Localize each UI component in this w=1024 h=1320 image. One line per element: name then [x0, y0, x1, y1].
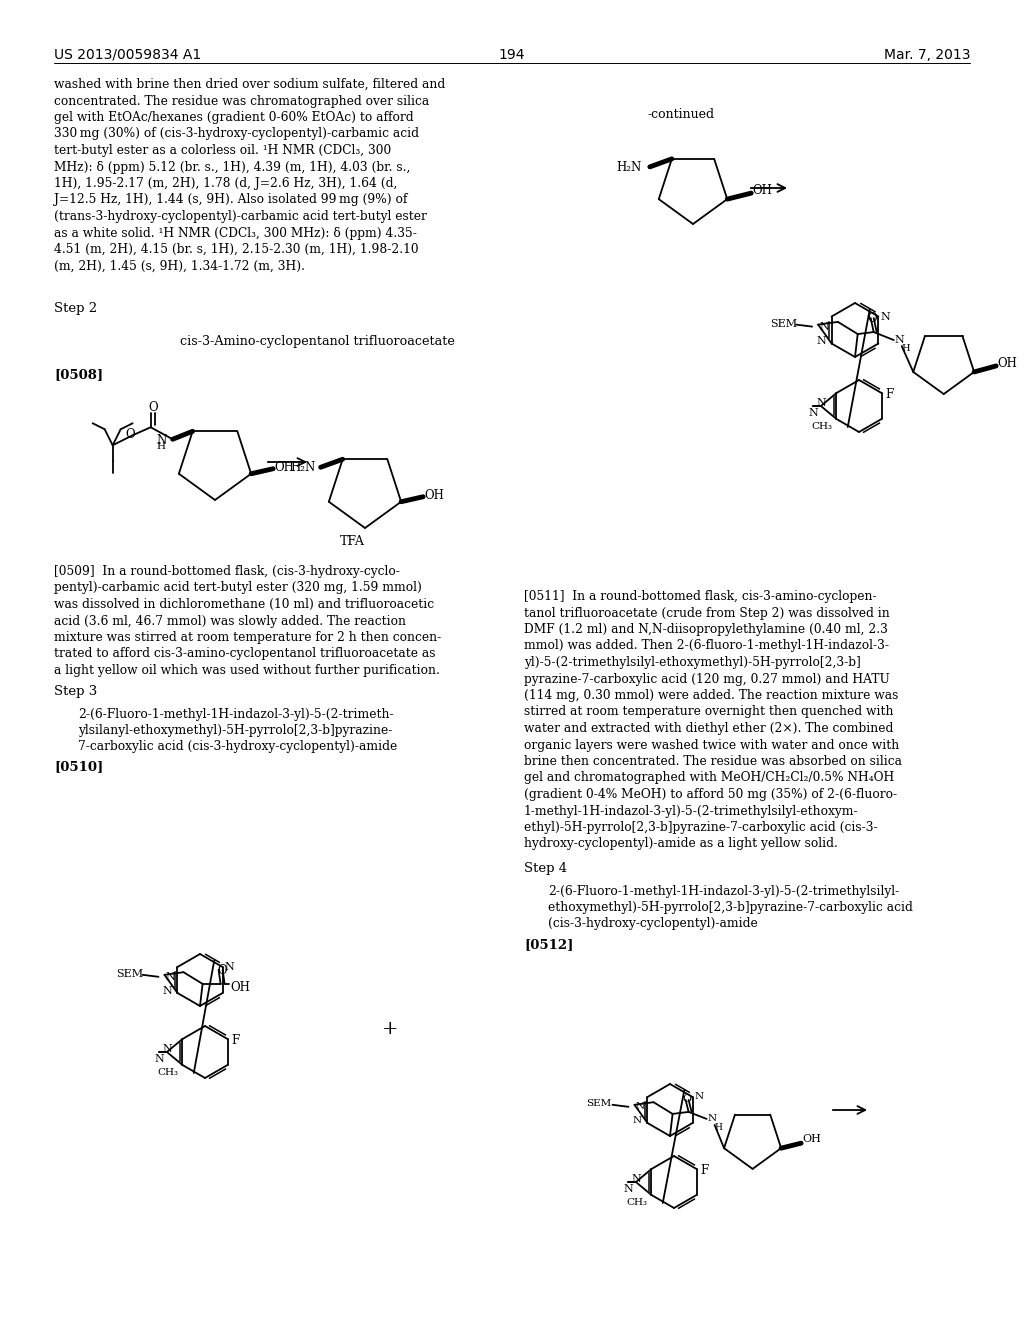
Text: N: N	[817, 399, 826, 408]
Text: +: +	[382, 1020, 398, 1038]
Text: 194: 194	[499, 48, 525, 62]
Text: [0511]  In a round-bottomed flask, cis-3-amino-cyclopen-: [0511] In a round-bottomed flask, cis-3-…	[524, 590, 877, 603]
Text: OH: OH	[753, 183, 772, 197]
Text: 4.51 (m, 2H), 4.15 (br. s, 1H), 2.15-2.30 (m, 1H), 1.98-2.10: 4.51 (m, 2H), 4.15 (br. s, 1H), 2.15-2.3…	[54, 243, 419, 256]
Text: SEM: SEM	[117, 969, 143, 979]
Text: Step 4: Step 4	[524, 862, 567, 875]
Text: ylsilanyl-ethoxymethyl)-5H-pyrrolo[2,3-b]pyrazine-: ylsilanyl-ethoxymethyl)-5H-pyrrolo[2,3-b…	[78, 723, 392, 737]
Text: N: N	[155, 1053, 165, 1064]
Text: organic layers were washed twice with water and once with: organic layers were washed twice with wa…	[524, 738, 899, 751]
Text: water and extracted with diethyl ether (2×). The combined: water and extracted with diethyl ether (…	[524, 722, 893, 735]
Text: washed with brine then dried over sodium sulfate, filtered and: washed with brine then dried over sodium…	[54, 78, 445, 91]
Text: 1-methyl-1H-indazol-3-yl)-5-(2-trimethylsilyl-ethoxym-: 1-methyl-1H-indazol-3-yl)-5-(2-trimethyl…	[524, 804, 859, 817]
Text: yl)-5-(2-trimethylsilyl-ethoxymethyl)-5H-pyrrolo[2,3-b]: yl)-5-(2-trimethylsilyl-ethoxymethyl)-5H…	[524, 656, 861, 669]
Text: H: H	[715, 1123, 723, 1133]
Text: tert-butyl ester as a colorless oil. ¹H NMR (CDCl₃, 300: tert-butyl ester as a colorless oil. ¹H …	[54, 144, 391, 157]
Text: (114 mg, 0.30 mmol) were added. The reaction mixture was: (114 mg, 0.30 mmol) were added. The reac…	[524, 689, 898, 702]
Text: J=12.5 Hz, 1H), 1.44 (s, 9H). Also isolated 99 mg (9%) of: J=12.5 Hz, 1H), 1.44 (s, 9H). Also isola…	[54, 194, 408, 206]
Text: was dissolved in dichloromethane (10 ml) and trifluoroacetic: was dissolved in dichloromethane (10 ml)…	[54, 598, 434, 611]
Text: mixture was stirred at room temperature for 2 h then concen-: mixture was stirred at room temperature …	[54, 631, 441, 644]
Text: O: O	[126, 428, 135, 441]
Text: N: N	[895, 335, 904, 345]
Text: OH: OH	[274, 461, 294, 474]
Text: concentrated. The residue was chromatographed over silica: concentrated. The residue was chromatogr…	[54, 95, 429, 107]
Text: [0512]: [0512]	[524, 939, 573, 950]
Text: brine then concentrated. The residue was absorbed on silica: brine then concentrated. The residue was…	[524, 755, 902, 768]
Text: -continued: -continued	[648, 108, 715, 121]
Text: Mar. 7, 2013: Mar. 7, 2013	[884, 48, 970, 62]
Text: F: F	[231, 1034, 240, 1047]
Text: N: N	[809, 408, 818, 418]
Text: (m, 2H), 1.45 (s, 9H), 1.34-1.72 (m, 3H).: (m, 2H), 1.45 (s, 9H), 1.34-1.72 (m, 3H)…	[54, 260, 305, 272]
Text: CH₃: CH₃	[157, 1068, 178, 1077]
Text: (cis-3-hydroxy-cyclopentyl)-amide: (cis-3-hydroxy-cyclopentyl)-amide	[548, 917, 758, 931]
Text: H: H	[157, 442, 165, 451]
Text: H₂N: H₂N	[291, 461, 316, 474]
Text: SEM: SEM	[587, 1098, 611, 1107]
Text: OH: OH	[997, 356, 1017, 370]
Text: [0508]: [0508]	[54, 368, 103, 381]
Text: N: N	[636, 1102, 645, 1111]
Text: OH: OH	[802, 1134, 821, 1144]
Text: O: O	[148, 401, 159, 414]
Text: N: N	[163, 1044, 173, 1053]
Text: N: N	[708, 1114, 717, 1123]
Text: N: N	[166, 972, 175, 982]
Text: N: N	[624, 1184, 634, 1195]
Text: trated to afford cis-3-amino-cyclopentanol trifluoroacetate as: trated to afford cis-3-amino-cyclopentan…	[54, 648, 435, 660]
Text: CH₃: CH₃	[811, 422, 831, 432]
Text: (trans-3-hydroxy-cyclopentyl)-carbamic acid tert-butyl ester: (trans-3-hydroxy-cyclopentyl)-carbamic a…	[54, 210, 427, 223]
Text: O: O	[867, 312, 877, 325]
Text: acid (3.6 ml, 46.7 mmol) was slowly added. The reaction: acid (3.6 ml, 46.7 mmol) was slowly adde…	[54, 615, 406, 627]
Text: N: N	[816, 337, 826, 346]
Text: ethyl)-5H-pyrrolo[2,3-b]pyrazine-7-carboxylic acid (cis-3-: ethyl)-5H-pyrrolo[2,3-b]pyrazine-7-carbo…	[524, 821, 878, 834]
Text: tanol trifluoroacetate (crude from Step 2) was dissolved in: tanol trifluoroacetate (crude from Step …	[524, 606, 890, 619]
Text: N: N	[633, 1115, 642, 1125]
Text: mmol) was added. Then 2-(6-fluoro-1-methyl-1H-indazol-3-: mmol) was added. Then 2-(6-fluoro-1-meth…	[524, 639, 889, 652]
Text: MHz): δ (ppm) 5.12 (br. s., 1H), 4.39 (m, 1H), 4.03 (br. s.,: MHz): δ (ppm) 5.12 (br. s., 1H), 4.39 (m…	[54, 161, 411, 173]
Text: N: N	[163, 986, 172, 997]
Text: N: N	[632, 1173, 642, 1184]
Text: pentyl)-carbamic acid tert-butyl ester (320 mg, 1.59 mmol): pentyl)-carbamic acid tert-butyl ester (…	[54, 582, 422, 594]
Text: 2-(6-Fluoro-1-methyl-1H-indazol-3-yl)-5-(2-trimeth-: 2-(6-Fluoro-1-methyl-1H-indazol-3-yl)-5-…	[78, 708, 393, 721]
Text: 7-carboxylic acid (cis-3-hydroxy-cyclopentyl)-amide: 7-carboxylic acid (cis-3-hydroxy-cyclope…	[78, 741, 397, 752]
Text: (gradient 0-4% MeOH) to afford 50 mg (35%) of 2-(6-fluoro-: (gradient 0-4% MeOH) to afford 50 mg (35…	[524, 788, 897, 801]
Text: H: H	[902, 345, 910, 352]
Text: O: O	[218, 964, 227, 977]
Text: stirred at room temperature overnight then quenched with: stirred at room temperature overnight th…	[524, 705, 894, 718]
Text: TFA: TFA	[340, 535, 365, 548]
Text: gel and chromatographed with MeOH/CH₂Cl₂/0.5% NH₄OH: gel and chromatographed with MeOH/CH₂Cl₂…	[524, 771, 894, 784]
Text: CH₃: CH₃	[626, 1199, 647, 1206]
Text: cis-3-Amino-cyclopentanol trifluoroacetate: cis-3-Amino-cyclopentanol trifluoroaceta…	[180, 335, 455, 348]
Text: N: N	[224, 962, 234, 972]
Text: 1H), 1.95-2.17 (m, 2H), 1.78 (d, J=2.6 Hz, 3H), 1.64 (d,: 1H), 1.95-2.17 (m, 2H), 1.78 (d, J=2.6 H…	[54, 177, 397, 190]
Text: Step 2: Step 2	[54, 302, 97, 315]
Text: O: O	[682, 1094, 691, 1104]
Text: OH: OH	[230, 981, 251, 994]
Text: pyrazine-7-carboxylic acid (120 mg, 0.27 mmol) and HATU: pyrazine-7-carboxylic acid (120 mg, 0.27…	[524, 672, 890, 685]
Text: SEM: SEM	[770, 318, 798, 329]
Text: F: F	[886, 388, 894, 401]
Text: F: F	[700, 1164, 709, 1177]
Text: US 2013/0059834 A1: US 2013/0059834 A1	[54, 48, 202, 62]
Text: as a white solid. ¹H NMR (CDCl₃, 300 MHz): δ (ppm) 4.35-: as a white solid. ¹H NMR (CDCl₃, 300 MHz…	[54, 227, 417, 239]
Text: 330 mg (30%) of (cis-3-hydroxy-cyclopentyl)-carbamic acid: 330 mg (30%) of (cis-3-hydroxy-cyclopent…	[54, 128, 419, 140]
Text: N: N	[694, 1092, 703, 1101]
Text: OH: OH	[424, 488, 444, 502]
Text: 2-(6-Fluoro-1-methyl-1H-indazol-3-yl)-5-(2-trimethylsilyl-: 2-(6-Fluoro-1-methyl-1H-indazol-3-yl)-5-…	[548, 884, 899, 898]
Text: [0509]  In a round-bottomed flask, (cis-3-hydroxy-cyclo-: [0509] In a round-bottomed flask, (cis-3…	[54, 565, 400, 578]
Text: a light yellow oil which was used without further purification.: a light yellow oil which was used withou…	[54, 664, 440, 677]
Text: [0510]: [0510]	[54, 760, 103, 774]
Text: Step 3: Step 3	[54, 685, 97, 698]
Text: DMF (1.2 ml) and N,N-diisopropylethylamine (0.40 ml, 2.3: DMF (1.2 ml) and N,N-diisopropylethylami…	[524, 623, 888, 636]
Text: ethoxymethyl)-5H-pyrrolo[2,3-b]pyrazine-7-carboxylic acid: ethoxymethyl)-5H-pyrrolo[2,3-b]pyrazine-…	[548, 902, 912, 913]
Text: gel with EtOAc/hexanes (gradient 0-60% EtOAc) to afford: gel with EtOAc/hexanes (gradient 0-60% E…	[54, 111, 414, 124]
Text: N: N	[881, 312, 890, 322]
Text: hydroxy-cyclopentyl)-amide as a light yellow solid.: hydroxy-cyclopentyl)-amide as a light ye…	[524, 837, 838, 850]
Text: N: N	[819, 322, 828, 331]
Text: H₂N: H₂N	[616, 161, 642, 174]
Text: N: N	[157, 434, 167, 447]
